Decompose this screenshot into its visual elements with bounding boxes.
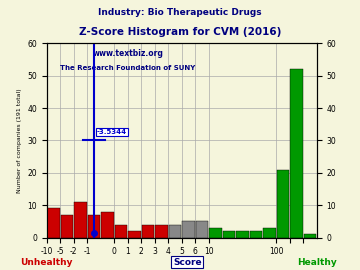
Bar <box>250 231 262 238</box>
Bar <box>142 225 154 238</box>
Bar <box>169 225 181 238</box>
Text: -3.5344: -3.5344 <box>97 129 127 135</box>
Bar <box>183 221 195 238</box>
Bar <box>277 170 289 238</box>
Y-axis label: Number of companies (191 total): Number of companies (191 total) <box>17 88 22 193</box>
Bar <box>304 234 316 238</box>
Text: Industry: Bio Therapeutic Drugs: Industry: Bio Therapeutic Drugs <box>98 8 262 17</box>
Bar <box>102 212 114 238</box>
Bar <box>61 215 73 238</box>
Text: Z-Score Histogram for CVM (2016): Z-Score Histogram for CVM (2016) <box>79 27 281 37</box>
Bar <box>75 202 87 238</box>
Bar <box>88 215 100 238</box>
Text: Healthy: Healthy <box>297 258 337 266</box>
Bar <box>129 231 141 238</box>
Text: www.textbiz.org: www.textbiz.org <box>93 49 163 58</box>
Bar <box>115 225 127 238</box>
Bar <box>237 231 249 238</box>
Bar <box>223 231 235 238</box>
Bar <box>264 228 276 238</box>
Bar <box>196 221 208 238</box>
Bar <box>156 225 168 238</box>
Bar <box>210 228 222 238</box>
Bar <box>48 208 60 238</box>
Text: Unhealthy: Unhealthy <box>21 258 73 266</box>
Text: The Research Foundation of SUNY: The Research Foundation of SUNY <box>60 65 195 70</box>
Bar <box>291 69 303 238</box>
Text: Score: Score <box>173 258 202 266</box>
